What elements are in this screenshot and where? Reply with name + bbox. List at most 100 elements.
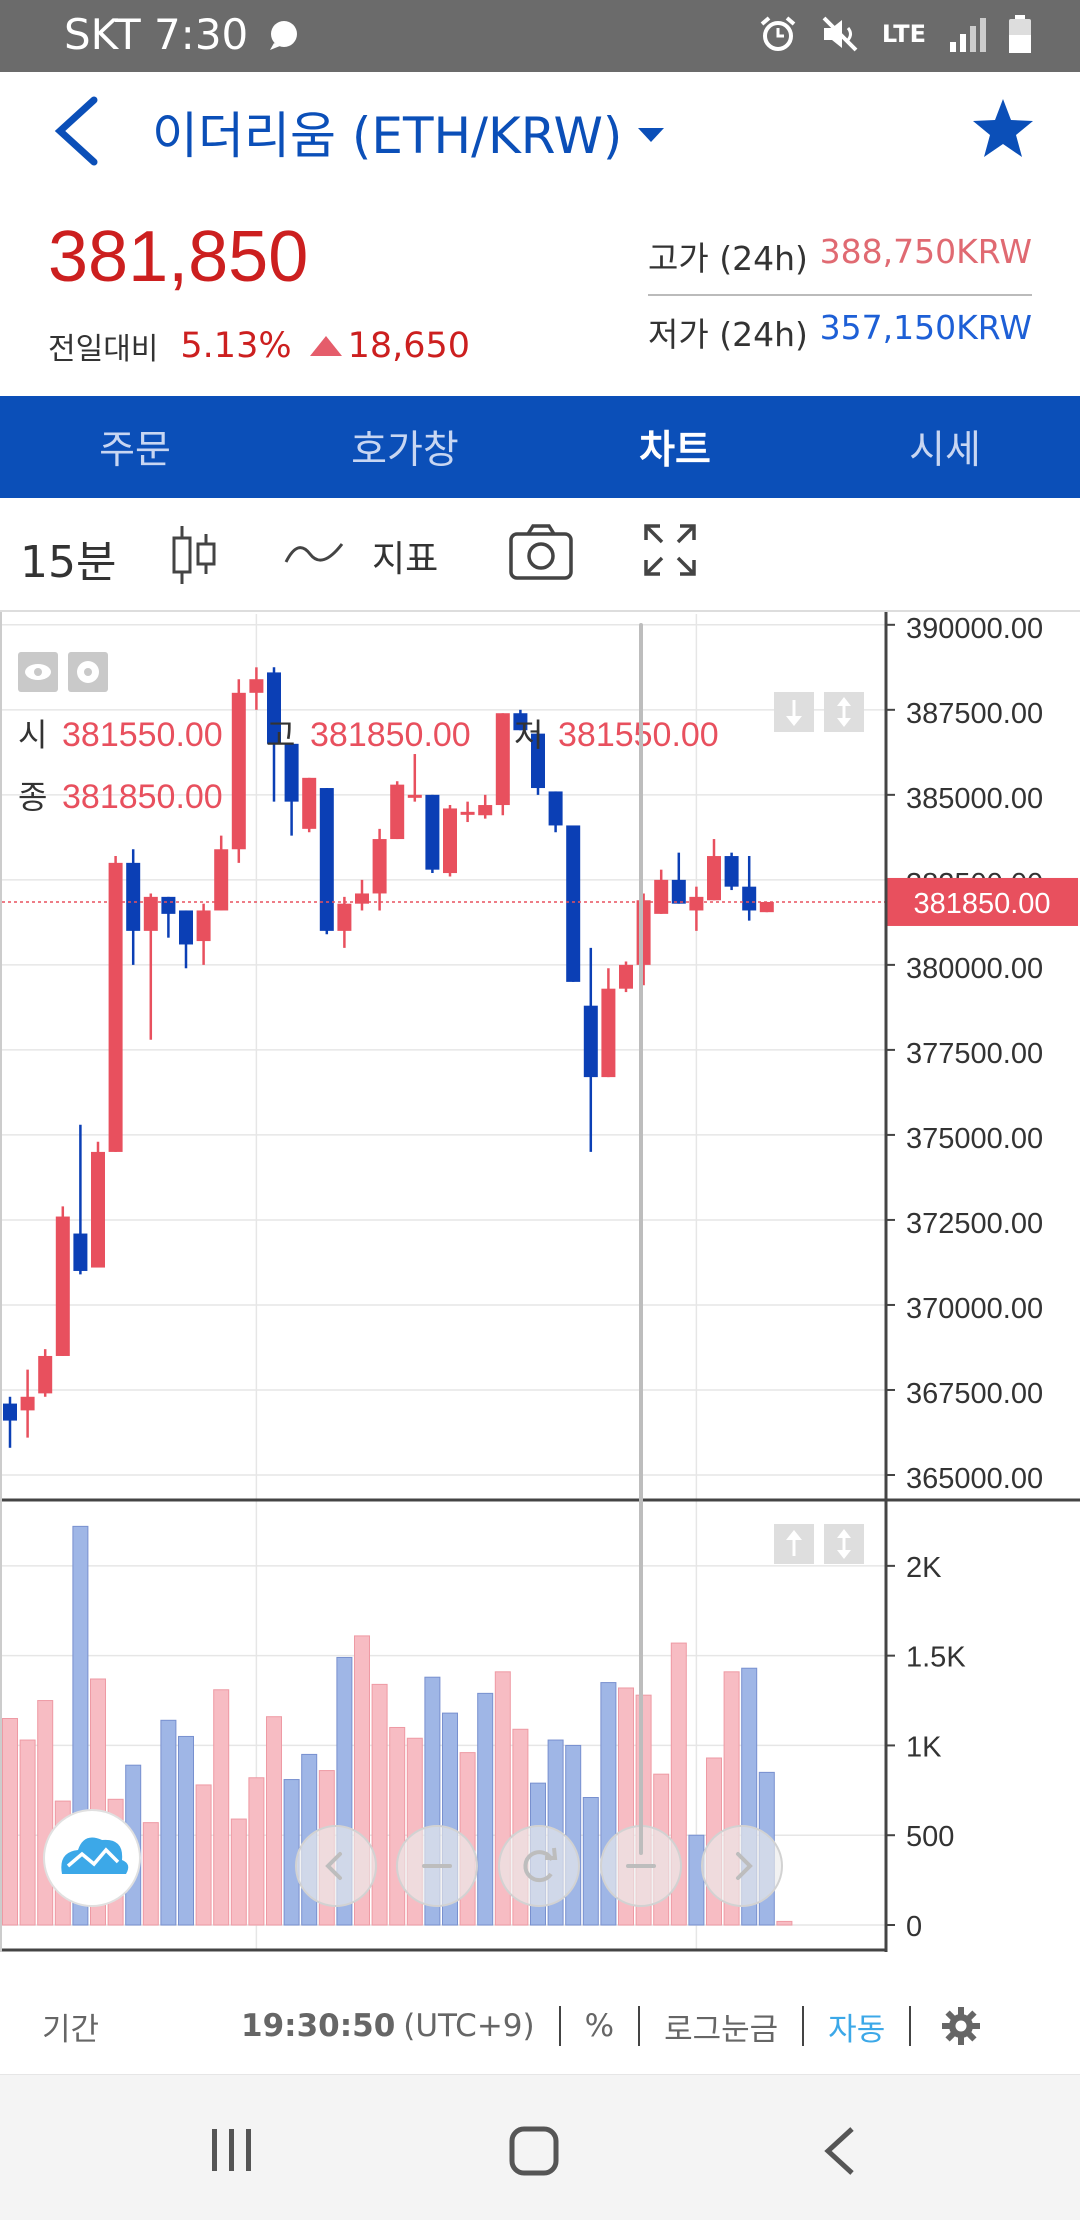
period-button[interactable]: 기간 (42, 2011, 100, 2048)
legend-close-value: 381850.00 (62, 778, 223, 816)
candle-body (108, 862, 123, 1152)
candle-body (460, 811, 475, 815)
indicator-button[interactable]: 지표 (372, 539, 439, 580)
price-tick-label: 380000.00 (906, 953, 1043, 985)
legend-low-label: 저 (514, 717, 543, 753)
candle-body (583, 1005, 598, 1078)
candle-body (55, 1216, 70, 1356)
current-price-tag-label: 381850.00 (913, 888, 1050, 920)
price-tick-label: 385000.00 (906, 783, 1043, 815)
volume-tick-label: 2K (906, 1552, 942, 1584)
price-tick-label: 372500.00 (906, 1208, 1043, 1240)
divider (638, 2006, 641, 2046)
fullscreen-icon[interactable] (642, 522, 698, 578)
price-tick-label: 390000.00 (906, 613, 1043, 645)
price-tick-label: 365000.00 (906, 1463, 1043, 1495)
current-price: 381,850 (48, 217, 309, 297)
candle-body (3, 1403, 17, 1421)
volume-tick-label: 1K (906, 1731, 942, 1763)
candle-body (513, 713, 528, 731)
carrier-time: SKT 7:30 (64, 10, 249, 59)
favorite-star-icon[interactable] (970, 96, 1036, 162)
low-24h: 저가 (24h) 357,150KRW (648, 308, 1032, 356)
volume-tick-label: 1.5K (906, 1642, 966, 1674)
volume-bar (389, 1726, 406, 1926)
legend-open-value: 381550.00 (62, 716, 223, 754)
candle-body (531, 733, 545, 789)
tab-orderbook[interactable]: 호가창 (351, 428, 459, 473)
auto-scale-toggle[interactable]: 자동 (828, 2011, 886, 2048)
system-navigation-bar (0, 2074, 1080, 2220)
recent-apps-icon[interactable] (208, 2127, 256, 2173)
log-scale-toggle[interactable]: 로그눈금 (664, 2011, 779, 2048)
candle-body (478, 805, 493, 816)
candle-body (91, 1151, 105, 1268)
candle-type-icon[interactable] (168, 522, 218, 588)
candle-body (495, 713, 510, 806)
mute-icon (822, 16, 858, 52)
status-bar: SKT 7:30 LTE (0, 0, 1080, 72)
price-tick-label: 370000.00 (906, 1293, 1043, 1325)
candle-body (390, 784, 405, 840)
candle-body (407, 794, 422, 798)
candle-body (689, 896, 704, 911)
volume-bar (19, 1739, 36, 1926)
high-label: 고가 (24h) (648, 239, 808, 278)
price-change: 전일대비 5.13% 18,650 (48, 324, 470, 368)
candle-body (636, 900, 651, 965)
tab-chart[interactable]: 차트 (639, 428, 711, 473)
volume-bar (582, 1797, 599, 1926)
candle-body (355, 893, 369, 904)
candle-body (319, 788, 334, 931)
interval-selector[interactable]: 15분 (20, 537, 117, 588)
candle-body (619, 964, 633, 989)
app-header: 이더리움 (ETH/KRW) (0, 72, 1080, 190)
volume-bar (266, 1716, 282, 1926)
home-icon[interactable] (508, 2125, 560, 2177)
candle-body (759, 901, 774, 913)
volume-bar (178, 1735, 194, 1926)
volume-bar (477, 1692, 494, 1926)
zoom-in-icon-glyph (626, 623, 656, 1868)
pane-resize-icon-glyph (837, 697, 851, 727)
timezone: (UTC+9) (403, 2008, 535, 2044)
candle-body (73, 1233, 88, 1271)
candle-body (372, 839, 387, 894)
candle-body (337, 903, 352, 931)
clock-time: 19:30:50 (241, 2008, 396, 2044)
divider (909, 2006, 912, 2046)
reset-icon[interactable] (498, 1825, 580, 1907)
candle-body (654, 879, 669, 914)
divider (802, 2006, 805, 2046)
chevron-right-icon[interactable] (701, 1825, 783, 1907)
settings-gear-icon[interactable] (941, 2006, 981, 2046)
candle-body (161, 896, 176, 914)
chart-background (0, 612, 1080, 1952)
market-selector[interactable]: 이더리움 (ETH/KRW) (152, 96, 665, 168)
indicator-wave-icon[interactable] (284, 534, 344, 570)
candle-body (443, 808, 457, 874)
back-arrow-icon[interactable] (48, 94, 108, 168)
candle-body (249, 679, 264, 693)
candle-body (707, 856, 721, 901)
volume-bar (213, 1689, 230, 1926)
alarm-icon (760, 16, 796, 51)
current-price-tag (886, 877, 1078, 926)
tab-market-info[interactable]: 시세 (909, 428, 981, 473)
price-chart[interactable]: 390000.00387500.00385000.00382500.003800… (0, 612, 1080, 1952)
volume-bar (37, 1700, 54, 1926)
candle-body (20, 1396, 35, 1411)
price-tick-label: 367500.00 (906, 1378, 1043, 1410)
volume-bar (688, 1834, 705, 1926)
camera-icon[interactable] (508, 522, 574, 582)
reset-icon-arrow (545, 1847, 558, 1860)
volume-bar (776, 1920, 793, 1926)
chevron-right-icon-glyph (736, 1852, 753, 1880)
chevron-left-icon-glyph (325, 1852, 342, 1880)
chevron-left-icon[interactable] (295, 1825, 377, 1907)
percent-toggle[interactable]: % (584, 2008, 615, 2044)
system-back-icon[interactable] (820, 2125, 860, 2177)
volume-bar (565, 1744, 582, 1926)
candle-body (267, 672, 281, 744)
tab-order[interactable]: 주문 (99, 428, 171, 473)
